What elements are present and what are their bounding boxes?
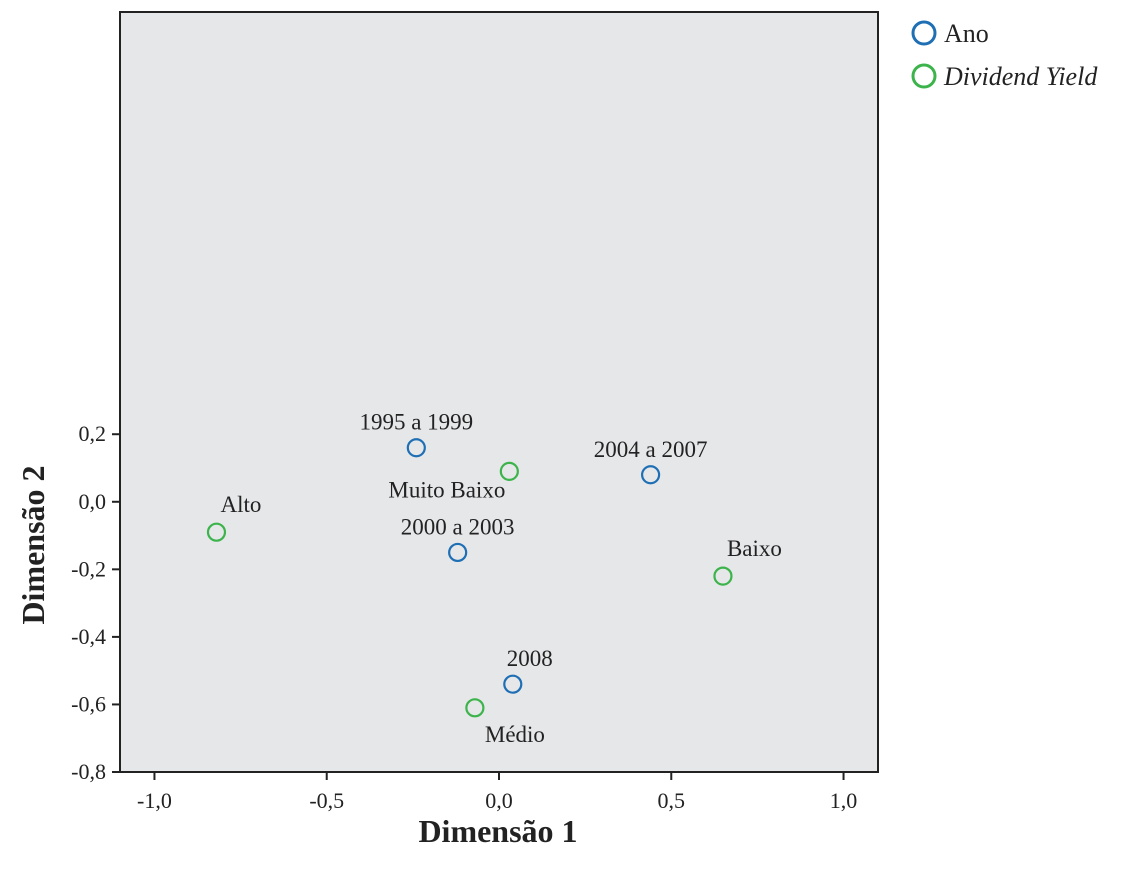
data-points: 1995 a 1999 2000 a 2003 2004 a 2007 2008 Mui… xyxy=(206,410,782,747)
x-tick-label: 1,0 xyxy=(830,788,858,813)
point-label: Médio xyxy=(485,722,545,747)
point-label: Muito Baixo xyxy=(388,477,505,502)
point-label: Baixo xyxy=(727,536,782,561)
data-point xyxy=(503,674,523,694)
data-point xyxy=(640,465,661,485)
y-tick-label: 0,2 xyxy=(79,421,107,446)
data-point xyxy=(713,566,733,586)
x-tick-label: 0,5 xyxy=(658,788,686,813)
y-tick-label: -0,6 xyxy=(71,691,106,716)
point-label: 2008 xyxy=(507,646,553,671)
legend-marker xyxy=(911,20,937,46)
data-point xyxy=(448,542,468,563)
y-tick-label: 0,0 xyxy=(79,489,107,514)
point-label: 2000 a 2003 xyxy=(401,514,515,539)
x-axis-ticks: -1,0 -0,5 0,0 0,5 1,0 xyxy=(137,772,857,813)
x-tick-label: -0,5 xyxy=(309,788,344,813)
data-point xyxy=(465,698,485,718)
y-axis-title: Dimensão 2 xyxy=(15,465,51,624)
point-label: 2004 a 2007 xyxy=(594,437,708,462)
legend-marker xyxy=(911,63,937,89)
x-tick-label: 0,0 xyxy=(485,788,513,813)
data-point xyxy=(406,438,426,458)
x-tick-label: -1,0 xyxy=(137,788,172,813)
point-label: 1995 a 1999 xyxy=(359,410,473,435)
y-tick-label: -0,8 xyxy=(71,759,106,784)
y-tick-label: -0,2 xyxy=(71,556,106,581)
plot-area xyxy=(119,11,879,773)
data-point xyxy=(206,522,227,542)
point-label: Alto xyxy=(220,492,261,517)
y-axis-ticks: 0,2 0,0 -0,2 -0,4 -0,6 -0,8 xyxy=(71,421,120,784)
legend-label: Ano xyxy=(944,19,989,48)
legend-label: Dividend Yield xyxy=(943,62,1098,91)
y-tick-label: -0,4 xyxy=(71,624,106,649)
legend: Ano Dividend Yield xyxy=(911,19,1098,91)
x-axis-title: Dimensão 1 xyxy=(418,813,577,849)
data-point xyxy=(499,461,519,481)
